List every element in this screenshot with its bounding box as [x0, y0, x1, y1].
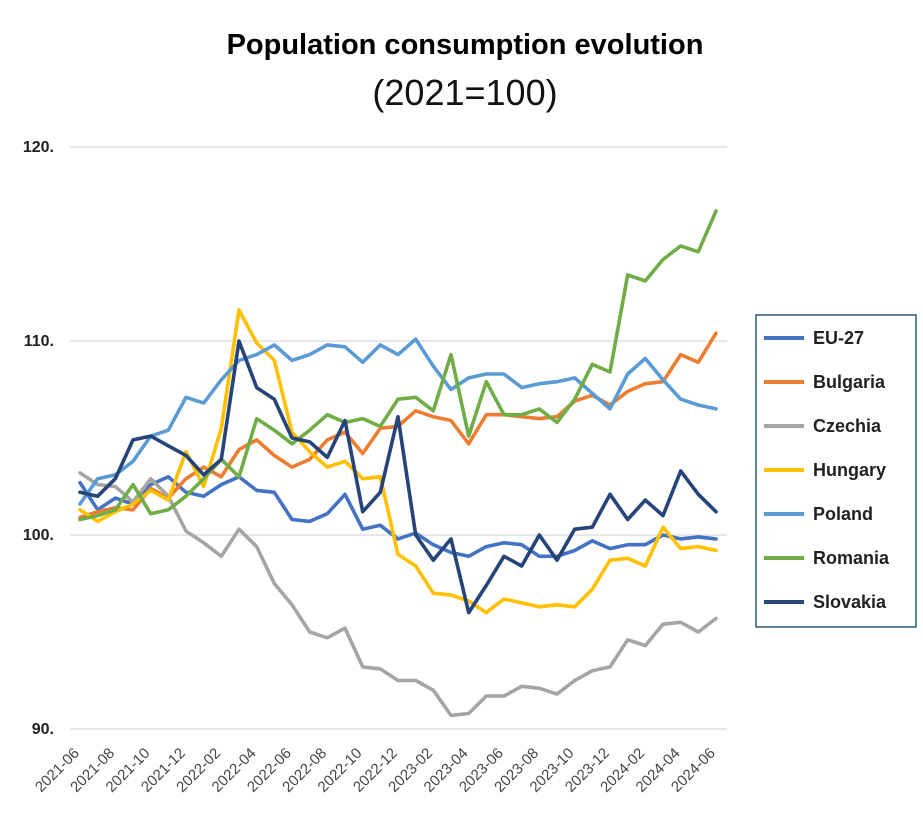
series-line-eu-27	[78, 474, 718, 559]
series-line-romania	[78, 209, 718, 522]
series-line-slovakia	[78, 339, 718, 615]
chart-title: Population consumption evolution	[227, 29, 704, 61]
y-tick-label: 120.	[23, 139, 54, 156]
legend-label-romania: Romania	[813, 548, 890, 568]
series-line-hungary	[78, 308, 718, 615]
legend-label-slovakia: Slovakia	[813, 592, 887, 612]
y-tick-label: 90.	[32, 721, 54, 738]
y-axis-tick-labels: 90. 100. 110. 120.	[23, 139, 54, 738]
legend-label-bulgaria: Bulgaria	[813, 372, 886, 392]
gridlines	[70, 146, 727, 730]
legend: EU-27 Bulgaria Czechia Hungary Poland Romania…	[755, 314, 917, 628]
y-tick-label: 110.	[24, 333, 54, 350]
series-lines	[78, 209, 718, 718]
legend-box	[755, 314, 917, 628]
legend-label-poland: Poland	[813, 504, 873, 524]
legend-label-eu-27: EU-27	[813, 328, 864, 348]
series-line-poland	[78, 337, 718, 506]
x-axis-tick-labels: 2021-062021-082021-102021-122022-022022-…	[32, 745, 719, 796]
legend-label-czechia: Czechia	[813, 416, 882, 436]
y-tick-label: 100.	[23, 527, 54, 544]
chart-subtitle: (2021=100)	[372, 72, 557, 113]
legend-label-hungary: Hungary	[813, 460, 886, 480]
series-line-czechia	[78, 471, 718, 718]
